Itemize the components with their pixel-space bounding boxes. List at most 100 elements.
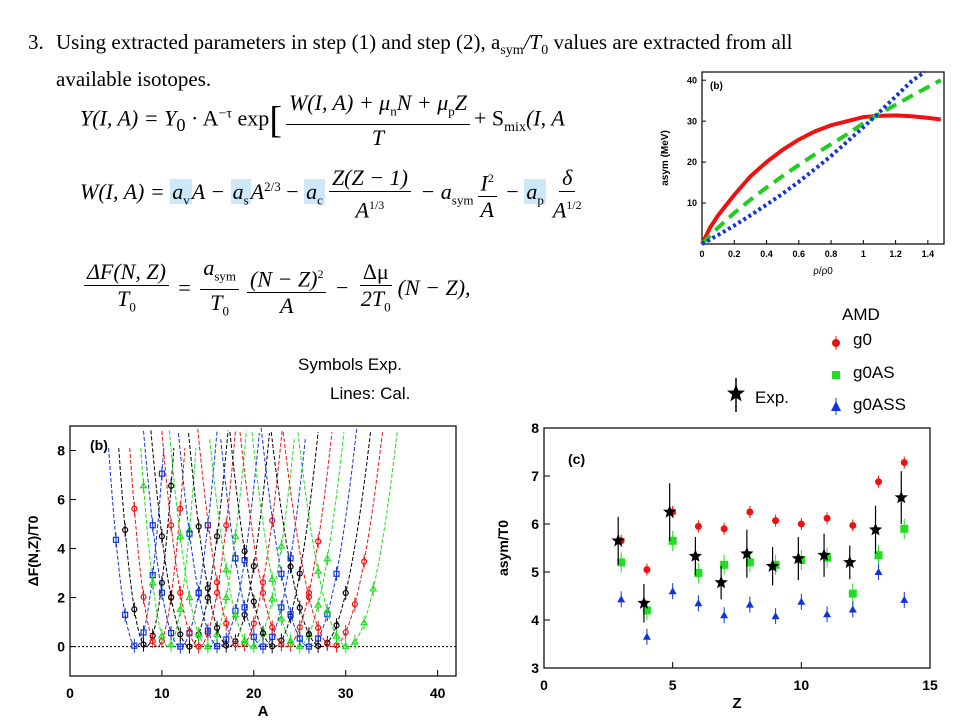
- data-point: [222, 593, 231, 601]
- data-point: [342, 589, 349, 597]
- data-point: [122, 611, 129, 618]
- data-point: [296, 624, 303, 631]
- data-point-g0AS: [900, 524, 909, 533]
- data-point: [223, 522, 230, 529]
- data-point: [176, 605, 185, 612]
- data-point: [140, 629, 147, 636]
- x-axis-label: ρ/ρ0: [813, 266, 833, 277]
- calc-curve: [140, 448, 197, 648]
- step-text-line1: Using extracted parameters in step (1) a…: [56, 30, 793, 59]
- data-point: [204, 585, 211, 592]
- asym-vs-z-chart: 0 5 10 15 3 4 5 6 7 8 (c) asym/T0 Z: [495, 420, 938, 712]
- data-point: [315, 642, 322, 650]
- data-point: [131, 642, 138, 649]
- calc-curve: [197, 428, 283, 648]
- x-tick-label: 1.4: [922, 249, 935, 259]
- plot-frame: [543, 427, 931, 669]
- data-point: [195, 523, 202, 530]
- data-point: [204, 627, 211, 634]
- x-tick-label: 1.2: [889, 249, 902, 259]
- data-point-g0: [797, 520, 805, 528]
- data-point: [222, 565, 231, 573]
- plot-frame: [701, 71, 945, 245]
- data-point: [259, 643, 267, 650]
- legend-g0ass-marker: [831, 398, 841, 415]
- legend-exp-marker: [727, 378, 745, 412]
- y-axis-label: ΔF(N,Z)/T0: [25, 515, 41, 586]
- data-point: [323, 554, 332, 562]
- data-point: [195, 590, 202, 597]
- data-point: [333, 622, 340, 629]
- calc-curve: [260, 427, 358, 648]
- plot-frame: [69, 425, 457, 677]
- data-point-g0AS: [874, 551, 883, 560]
- data-point-g0ASS: [668, 587, 677, 595]
- data-point: [259, 630, 267, 637]
- x-tick-label: 15: [922, 677, 938, 693]
- legend-g0-marker: [832, 336, 840, 350]
- calc-curve: [270, 432, 372, 648]
- data-point: [177, 631, 184, 638]
- data-point-g0ASS: [771, 612, 780, 620]
- symbols-exp-label: Symbols Exp.: [298, 355, 402, 374]
- data-point: [342, 629, 349, 636]
- data-point: [131, 606, 138, 613]
- x-tick-label: 20: [246, 685, 262, 701]
- x-tick-label: 0: [66, 685, 74, 701]
- y-tick-label: 4: [531, 612, 539, 628]
- data-point: [278, 641, 285, 648]
- data-point: [323, 606, 332, 614]
- data-point-g0AS: [745, 558, 754, 567]
- legend-box: g0 g0AS g0ASS: [826, 325, 926, 430]
- data-point: [360, 558, 368, 565]
- y-tick-label: 4: [57, 540, 65, 556]
- data-point-g0AS: [642, 606, 651, 615]
- data-point: [204, 522, 211, 529]
- data-point: [315, 538, 322, 545]
- data-point-exp: [868, 522, 883, 536]
- data-point: [213, 533, 221, 540]
- x-tick-label: 30: [338, 685, 354, 701]
- calc-curve: [239, 432, 333, 648]
- data-point: [194, 630, 203, 637]
- curve-dotted-blue: [701, 70, 926, 246]
- x-tick-label: 0.2: [728, 249, 741, 259]
- data-point: [167, 640, 176, 648]
- data-point: [112, 536, 120, 543]
- x-tick-label: 10: [794, 677, 810, 693]
- data-point: [314, 567, 323, 574]
- calc-curve: [118, 448, 175, 648]
- data-point: [250, 598, 257, 605]
- data-point-exp: [611, 533, 625, 547]
- data-point-exp: [843, 555, 857, 569]
- equation-binding: W(I, A) = avA − asA2/3 − ac Z(Z − 1) A1/3 …: [80, 165, 582, 223]
- data-point-g0AS: [694, 568, 703, 577]
- data-point: [269, 624, 276, 631]
- y-tick-label: 8: [57, 442, 65, 458]
- data-point: [305, 593, 313, 600]
- data-point: [231, 532, 240, 539]
- lines-cal-label: Lines: Cal.: [330, 384, 411, 403]
- data-point: [167, 522, 175, 529]
- y-tick-label: 30: [687, 116, 697, 126]
- data-point: [296, 570, 303, 577]
- y-tick-label: 3: [531, 660, 539, 676]
- legend-g0as-label: g0AS: [853, 363, 895, 382]
- data-point: [167, 594, 175, 601]
- data-point-g0ASS: [642, 632, 651, 640]
- data-point: [287, 563, 294, 570]
- data-point-g0ASS: [617, 595, 626, 603]
- data-point-g0: [694, 522, 702, 530]
- data-point: [278, 570, 285, 577]
- data-point-g0AS: [617, 558, 626, 567]
- y-tick-label: 7: [531, 468, 539, 484]
- data-point: [351, 601, 359, 608]
- data-point-g0: [772, 517, 780, 525]
- x-tick-label: 0.6: [793, 249, 806, 259]
- data-point: [268, 575, 277, 582]
- x-axis-label: Z: [732, 695, 741, 712]
- data-point: [177, 505, 184, 512]
- calc-curve: [108, 448, 165, 648]
- data-point: [140, 593, 147, 601]
- data-point: [140, 641, 147, 648]
